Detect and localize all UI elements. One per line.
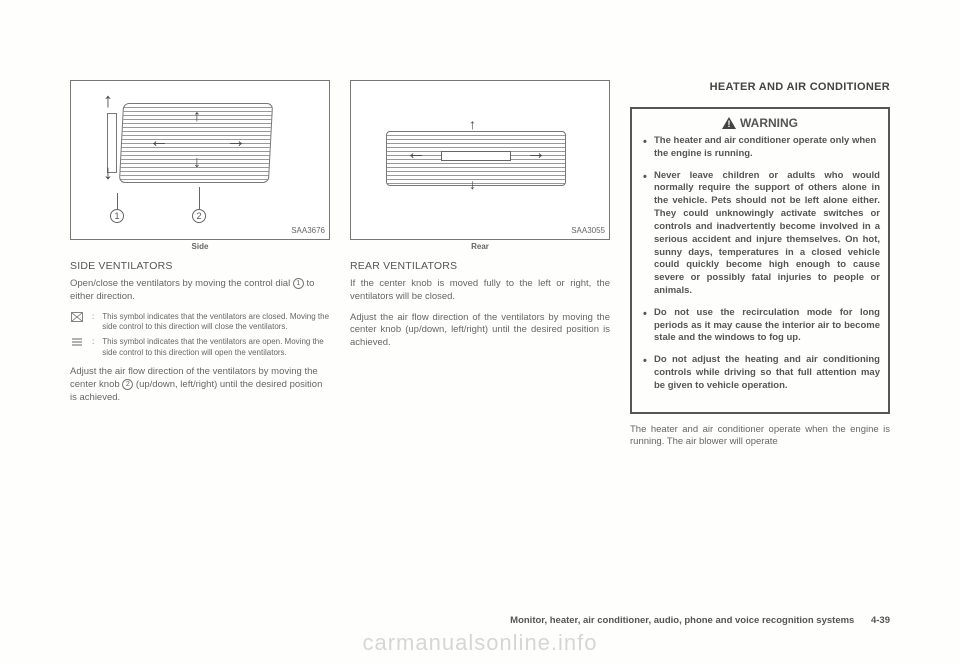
arrow-right: → xyxy=(226,131,246,151)
warning-label: WARNING xyxy=(740,115,798,131)
figure-caption-side: Side xyxy=(70,242,330,253)
open-symbol-text: This symbol indicates that the ventilato… xyxy=(102,337,330,358)
rear-arrow-down: ↓ xyxy=(469,177,476,191)
arrow-up: ↑ xyxy=(103,91,113,111)
rear-arrow-right: → xyxy=(526,143,546,163)
footer-page: 4-39 xyxy=(871,615,890,626)
arrow-left: ← xyxy=(149,131,169,151)
figure-side-vent: ↑ ↓ ← → ↑ ↓ 1 2 SAA3676 xyxy=(70,80,330,240)
page-footer: Monitor, heater, air conditioner, audio,… xyxy=(510,615,890,626)
callout-1: 1 xyxy=(110,209,124,223)
side-adjust: Adjust the air flow direction of the ven… xyxy=(70,366,330,404)
closed-symbol-text: This symbol indicates that the ventilato… xyxy=(102,312,330,333)
warning-title: WARNING xyxy=(640,115,880,131)
bullet-1: The heater and air conditioner operate o… xyxy=(640,135,880,161)
rear-arrow-left: ← xyxy=(406,143,426,163)
rear-p1: If the center knob is moved fully to the… xyxy=(350,278,610,304)
column-right: HEATER AND AIR CONDITIONER WARNING The h… xyxy=(630,80,890,457)
side-intro: Open/close the ventilators by moving the… xyxy=(70,278,330,304)
dial-1-icon: 1 xyxy=(293,278,304,289)
arrow-down: ↓ xyxy=(103,163,113,183)
rear-knob-illustration xyxy=(441,151,511,161)
dial-2-icon: 2 xyxy=(122,379,133,390)
symbol-row-closed: : This symbol indicates that the ventila… xyxy=(70,312,330,333)
page-content: ↑ ↓ ← → ↑ ↓ 1 2 SAA3676 Side SIDE VENTIL… xyxy=(0,0,960,487)
warning-triangle-icon xyxy=(722,117,736,129)
column-middle: ← → ↑ ↓ SAA3055 Rear REAR VENTILATORS If… xyxy=(350,80,610,457)
figure-code-rear: SAA3055 xyxy=(571,226,605,237)
arrow-up-2: ↑ xyxy=(193,109,201,125)
open-vent-icon xyxy=(70,337,84,358)
colon-1: : xyxy=(92,312,94,333)
arrow-down-2: ↓ xyxy=(193,155,201,171)
callout-2: 2 xyxy=(192,209,206,223)
warning-bullets: The heater and air conditioner operate o… xyxy=(640,135,880,393)
column-left: ↑ ↓ ← → ↑ ↓ 1 2 SAA3676 Side SIDE VENTIL… xyxy=(70,80,330,457)
bullet-4: Do not adjust the heating and air condit… xyxy=(640,354,880,392)
intro-text: Open/close the ventilators by moving the… xyxy=(70,278,293,289)
rear-p2: Adjust the air flow direction of the ven… xyxy=(350,312,610,350)
bullet-2: Never leave children or adults who would… xyxy=(640,170,880,298)
footer-section: Monitor, heater, air conditioner, audio,… xyxy=(510,615,854,626)
section-header: HEATER AND AIR CONDITIONER xyxy=(630,80,890,95)
symbol-row-open: : This symbol indicates that the ventila… xyxy=(70,337,330,358)
warning-box: WARNING The heater and air conditioner o… xyxy=(630,107,890,414)
figure-code: SAA3676 xyxy=(291,226,325,237)
heading-rear-ventilators: REAR VENTILATORS xyxy=(350,259,610,273)
colon-2: : xyxy=(92,337,94,358)
figure-rear-vent: ← → ↑ ↓ SAA3055 xyxy=(350,80,610,240)
tail-paragraph: The heater and air conditioner operate w… xyxy=(630,424,890,450)
watermark: carmanualsonline.info xyxy=(0,630,960,656)
heading-side-ventilators: SIDE VENTILATORS xyxy=(70,259,330,273)
rear-arrow-up: ↑ xyxy=(469,117,476,131)
closed-vent-icon xyxy=(70,312,84,333)
bullet-3: Do not use the recirculation mode for lo… xyxy=(640,307,880,345)
figure-caption-rear: Rear xyxy=(350,242,610,253)
